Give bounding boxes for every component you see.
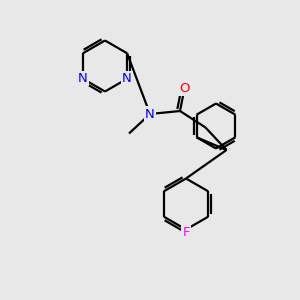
Text: N: N — [122, 72, 132, 85]
Text: F: F — [182, 226, 190, 239]
Text: O: O — [179, 82, 190, 95]
Text: N: N — [78, 72, 88, 85]
Text: N: N — [145, 107, 155, 121]
